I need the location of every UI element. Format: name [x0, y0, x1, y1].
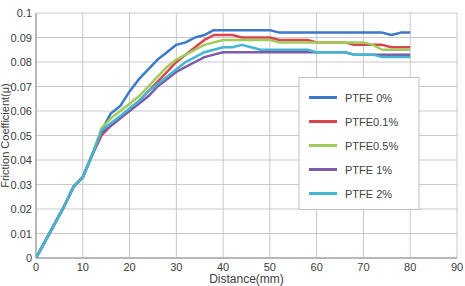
- series-group: [36, 30, 410, 258]
- y-tick-label: 0.06: [11, 105, 32, 117]
- legend: PTFE 0% PTFE0.1% PTFE0.5% PTFE 1% PTFE 2%: [299, 78, 419, 210]
- grid: [36, 13, 457, 258]
- y-tick-label: 0.01: [11, 228, 32, 240]
- legend-swatch: [309, 120, 337, 123]
- x-grid-line: [82, 13, 83, 258]
- x-grid-line: [176, 13, 177, 258]
- x-tick-label: 10: [77, 261, 89, 273]
- legend-label: PTFE0.5%: [345, 140, 398, 152]
- legend-swatch: [309, 192, 337, 195]
- legend-label: PTFE 0%: [345, 92, 392, 104]
- x-tick-label: 0: [33, 261, 39, 273]
- x-tick-label: 30: [170, 261, 182, 273]
- y-tick-label: 0.07: [11, 81, 32, 93]
- legend-swatch: [309, 168, 337, 171]
- y-tick-label: 0.05: [11, 130, 32, 142]
- y-axis-line: [36, 13, 37, 258]
- y-tick-label: 0.02: [11, 203, 32, 215]
- y-axis-label: Friction Coefficient(μ): [0, 83, 11, 188]
- y-grid-line: [36, 233, 457, 234]
- legend-swatch: [309, 96, 337, 99]
- tick-labels: 0 0.01 0.02 0.03 0.04 0.05 0.06 0.07 0.08 0.09 0.1…: [11, 7, 464, 273]
- x-tick-label: 90: [451, 261, 463, 273]
- y-tick-label: 0.1: [17, 7, 32, 19]
- y-grid-line: [36, 13, 457, 14]
- legend-box: [299, 78, 419, 210]
- x-grid-line: [223, 13, 224, 258]
- legend-label: PTFE0.1%: [345, 116, 398, 128]
- x-grid-line: [457, 13, 458, 258]
- legend-swatch: [309, 144, 337, 147]
- x-axis-line: [36, 258, 457, 259]
- y-tick-label: 0.08: [11, 56, 32, 68]
- x-tick-label: 60: [311, 261, 323, 273]
- y-grid-line: [36, 258, 457, 259]
- x-grid-line: [36, 13, 37, 258]
- y-tick-label: 0: [26, 252, 32, 264]
- series-line: [36, 35, 410, 258]
- y-tick-label: 0.04: [11, 154, 32, 166]
- chart-svg: 0 0.01 0.02 0.03 0.04 0.05 0.06 0.07 0.08 0.09 0.1…: [0, 0, 465, 286]
- x-tick-label: 20: [123, 261, 135, 273]
- series-line: [36, 30, 410, 258]
- legend-label: PTFE 1%: [345, 164, 392, 176]
- background: [0, 0, 465, 286]
- y-tick-label: 0.03: [11, 179, 32, 191]
- y-grid-line: [36, 62, 457, 63]
- x-axis-label: Distance(mm): [209, 272, 284, 286]
- x-tick-label: 80: [404, 261, 416, 273]
- series-line: [36, 40, 410, 258]
- y-tick-label: 0.09: [11, 32, 32, 44]
- x-tick-label: 70: [357, 261, 369, 273]
- legend-label: PTFE 2%: [345, 188, 392, 200]
- x-grid-line: [129, 13, 130, 258]
- chart-container: 0 0.01 0.02 0.03 0.04 0.05 0.06 0.07 0.08 0.09 0.1…: [0, 0, 465, 286]
- series-line: [36, 45, 410, 258]
